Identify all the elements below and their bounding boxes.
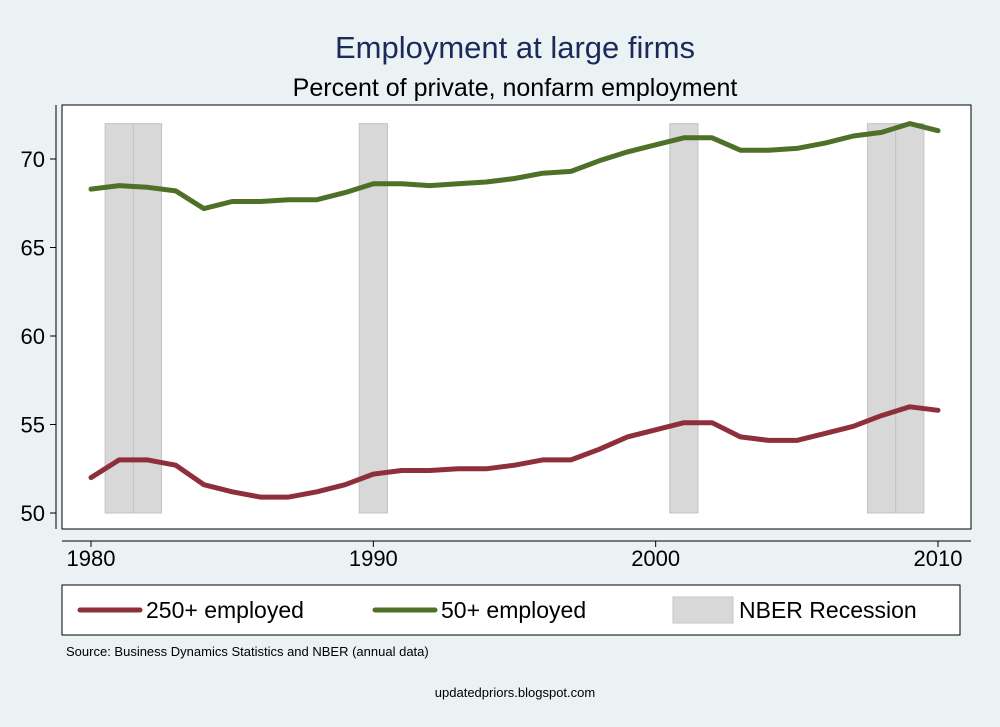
legend-label-50: 50+ employed [441, 597, 586, 623]
recession-band-1 [132, 123, 163, 514]
recession-band-0 [104, 123, 134, 514]
recession-band-4 [866, 123, 897, 514]
y-tick-label-65: 65 [21, 236, 45, 261]
x-tick-label-2010: 2010 [914, 546, 963, 571]
y-tick-label-70: 70 [21, 147, 45, 172]
series-lines [88, 121, 941, 500]
source-note: Source: Business Dynamics Statistics and… [66, 644, 429, 659]
chart-subtitle: Percent of private, nonfarm employment [293, 74, 738, 102]
x-tick-label-1980: 1980 [67, 546, 116, 571]
legend-box [61, 584, 961, 636]
legend-label-250: 250+ employed [146, 597, 304, 623]
series-line-50-plus [88, 121, 941, 212]
y-tick-label-55: 55 [21, 413, 45, 438]
legend-label-recession: NBER Recession [739, 597, 917, 623]
x-tick-label-1990: 1990 [349, 546, 398, 571]
credit-note: updatedpriors.blogspot.com [435, 685, 595, 700]
y-tick-label-60: 60 [21, 324, 45, 349]
legend-swatch-recession [672, 596, 734, 624]
chart-title: Employment at large firms [335, 30, 695, 65]
x-tick-label-2000: 2000 [631, 546, 680, 571]
axes: 50 55 60 65 70 1980 1990 2000 2010 [21, 105, 971, 571]
legend: 250+ employed 50+ employed NBER Recessio… [61, 584, 961, 636]
series-line-250-plus [88, 404, 941, 500]
y-tick-label-50: 50 [21, 501, 45, 526]
recession-band-3 [669, 123, 699, 514]
recession-band-5 [895, 123, 925, 514]
